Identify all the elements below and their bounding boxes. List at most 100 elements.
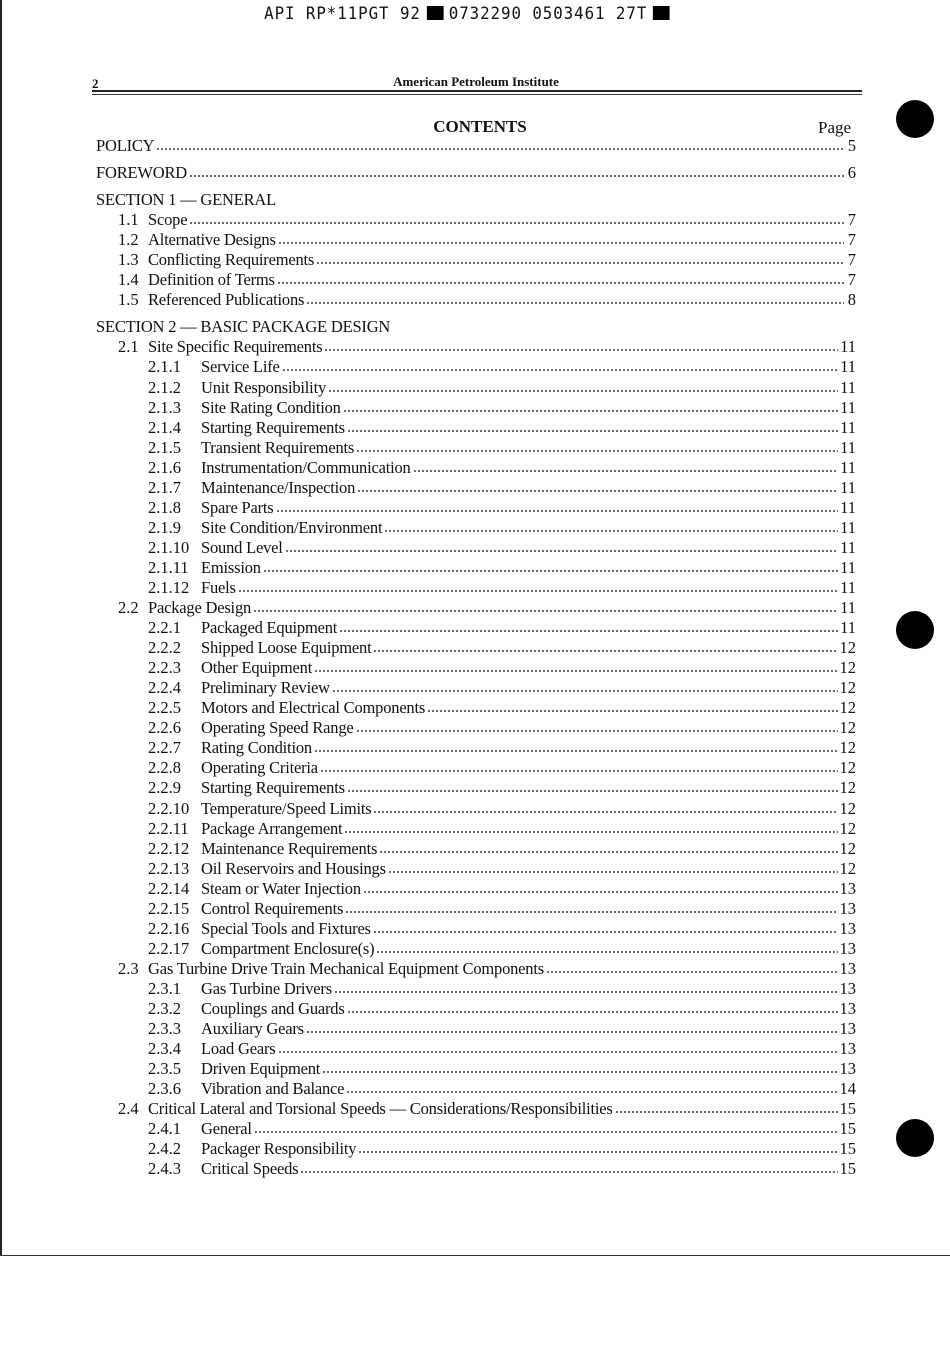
toc-entry[interactable]: 2.3.1 Gas Turbine Drivers 13 <box>96 979 856 999</box>
toc-entry[interactable]: 2.1.10 Sound Level 11 <box>96 538 856 558</box>
toc-entry-label: Fuels <box>201 577 236 597</box>
toc-entry-number: 2.1.9 <box>148 517 181 537</box>
toc-entry[interactable]: 2.1.5 Transient Requirements 11 <box>96 438 856 458</box>
toc-entry[interactable]: 2.2.7 Rating Condition 12 <box>96 738 856 758</box>
toc-entry-page: 7 <box>847 270 856 290</box>
toc-entry[interactable]: 1.5 Referenced Publications 8 <box>96 290 856 310</box>
toc-entry[interactable]: 2.2.4 Preliminary Review 12 <box>96 678 856 698</box>
toc-entry-page: 13 <box>839 938 857 958</box>
toc-entry[interactable]: 2.4.1 General 15 <box>96 1119 856 1139</box>
toc-entry-label: SECTION 2 — BASIC PACKAGE DESIGN <box>96 317 391 337</box>
toc-entry[interactable]: SECTION 2 — BASIC PACKAGE DESIGN <box>96 317 856 337</box>
dot-leader <box>342 402 839 413</box>
toc-entry-number: 1.3 <box>118 250 139 270</box>
dot-leader <box>284 542 839 553</box>
toc-entry-page: 5 <box>847 136 856 155</box>
dot-leader <box>379 843 838 854</box>
punch-hole-mark <box>896 1119 934 1157</box>
toc-entry[interactable]: 2.1.7 Maintenance/Inspection 11 <box>96 478 856 498</box>
toc-entry[interactable]: POLICY 5 <box>96 136 856 156</box>
toc-entry-number: 2.1.7 <box>148 477 181 497</box>
toc-entry[interactable]: 2.1.12 Fuels 11 <box>96 578 856 598</box>
toc-entry[interactable]: 2.4.3 Critical Speeds 15 <box>96 1159 856 1179</box>
toc-entry[interactable]: 2.2.13 Oil Reservoirs and Housings 12 <box>96 859 856 879</box>
toc-entry-label: Critical Speeds <box>201 1159 299 1179</box>
dot-leader <box>281 362 839 373</box>
toc-entry[interactable]: 2.2.12 Maintenance Requirements 12 <box>96 839 856 859</box>
dot-leader <box>328 382 839 393</box>
toc-entry[interactable]: 2.1.9 Site Condition/Environment 11 <box>96 518 856 538</box>
toc-entry-page: 11 <box>840 397 856 417</box>
toc-entry[interactable]: 2.4 Critical Lateral and Torsional Speeds… <box>96 1099 856 1119</box>
header-rule-thin <box>92 94 862 95</box>
toc-entry[interactable]: 2.1.3 Site Rating Condition 11 <box>96 398 856 418</box>
toc-entry[interactable]: 2.2.9 Starting Requirements 12 <box>96 778 856 798</box>
toc-entry-label: Shipped Loose Equipment <box>201 638 372 658</box>
page-column-heading: Page <box>818 118 852 137</box>
toc-entry-number: 2.2.16 <box>148 918 190 938</box>
toc-entry[interactable]: FOREWORD 6 <box>96 163 856 183</box>
dot-leader <box>253 603 839 614</box>
toc-entry-number: 2.1.2 <box>148 377 181 397</box>
toc-entry[interactable]: 1.4 Definition of Terms 7 <box>96 270 856 290</box>
toc-entry-number: 2.2.11 <box>148 818 189 838</box>
toc-entry-label: Site Specific Requirements <box>148 337 323 357</box>
toc-entry[interactable]: 2.3.4 Load Gears 13 <box>96 1039 856 1059</box>
toc-entry[interactable]: 2.2.15 Control Requirements 13 <box>96 899 856 919</box>
toc-entry-label: Special Tools and Fixtures <box>201 918 371 938</box>
toc-entry[interactable]: 2.3.2 Couplings and Guards 13 <box>96 999 856 1019</box>
toc-entry[interactable]: 2.2.2 Shipped Loose Equipment 12 <box>96 638 856 658</box>
toc-entry[interactable]: 2.2.5 Motors and Electrical Components 12 <box>96 698 856 718</box>
toc-entry[interactable]: 2.1 Site Specific Requirements 11 <box>96 337 856 357</box>
toc-entry[interactable]: 2.2.8 Operating Criteria 12 <box>96 758 856 778</box>
toc-entry[interactable]: 2.1.8 Spare Parts 11 <box>96 498 856 518</box>
toc-entry[interactable]: 2.2.17 Compartment Enclosure(s) 13 <box>96 939 856 959</box>
toc-entry[interactable]: 2.1.11 Emission 11 <box>96 558 856 578</box>
toc-entry-label: Critical Lateral and Torsional Speeds — … <box>148 1099 613 1119</box>
dot-leader <box>331 683 838 694</box>
dot-leader <box>387 863 838 874</box>
toc-entry[interactable]: 2.3.6 Vibration and Balance 14 <box>96 1079 856 1099</box>
document-stamp: API RP*11PGT 92 0732290 0503461 27T <box>0 4 939 24</box>
dot-leader <box>357 482 839 493</box>
toc-entry[interactable]: 1.3 Conflicting Requirements 7 <box>96 250 856 270</box>
toc-entry-page: 15 <box>839 1099 857 1119</box>
toc-entry-page: 15 <box>839 1119 857 1139</box>
toc-entry[interactable]: 1.2 Alternative Designs 7 <box>96 230 856 250</box>
toc-entry[interactable]: 2.2.1 Packaged Equipment 11 <box>96 618 856 638</box>
toc-entry-number: 1.4 <box>118 270 139 290</box>
toc-entry[interactable]: 2.2.11 Package Arrangement 12 <box>96 819 856 839</box>
toc-entry[interactable]: 2.3.5 Driven Equipment 13 <box>96 1059 856 1079</box>
toc-entry[interactable]: 2.1.1 Service Life 11 <box>96 357 856 377</box>
toc-entry[interactable]: 2.1.6 Instrumentation/Communication 11 <box>96 458 856 478</box>
toc-entry[interactable]: 2.2.10 Temperature/Speed Limits 12 <box>96 799 856 819</box>
toc-entry[interactable]: 2.2 Package Design 11 <box>96 598 856 618</box>
toc-entry[interactable]: 2.2.3 Other Equipment 12 <box>96 658 856 678</box>
toc-entry[interactable]: 2.1.4 Starting Requirements 11 <box>96 418 856 438</box>
dot-leader <box>156 141 844 151</box>
toc-entry-label: SECTION 1 — GENERAL <box>96 190 276 210</box>
toc-entry-label: Packaged Equipment <box>201 618 338 638</box>
toc-entry-label: Scope <box>148 210 188 230</box>
toc-entry-page: 11 <box>840 417 856 437</box>
toc-entry[interactable]: 2.2.14 Steam or Water Injection 13 <box>96 879 856 899</box>
toc-entry[interactable]: 2.3 Gas Turbine Drive Train Mechanical Eq… <box>96 959 856 979</box>
dot-leader <box>314 663 838 674</box>
toc-entry-label: Sound Level <box>201 537 283 557</box>
dot-leader <box>319 763 838 774</box>
toc-entry-number: 2.3.6 <box>148 1079 181 1099</box>
toc-entry-label: Gas Turbine Drive Train Mechanical Equip… <box>148 958 544 978</box>
toc-entry[interactable]: 2.2.6 Operating Speed Range 12 <box>96 718 856 738</box>
toc-entry-number: 2.2.13 <box>148 858 190 878</box>
toc-entry[interactable]: 2.1.2 Unit Responsibility 11 <box>96 378 856 398</box>
toc-entry[interactable]: SECTION 1 — GENERAL <box>96 190 856 210</box>
dot-leader <box>345 903 838 914</box>
toc-entry[interactable]: 2.4.2 Packager Responsibility 15 <box>96 1139 856 1159</box>
toc-entry-page: 11 <box>840 557 856 577</box>
toc-entry-number: 2.2.6 <box>148 718 181 738</box>
toc-entry[interactable]: 2.2.16 Special Tools and Fixtures 13 <box>96 919 856 939</box>
toc-entry-label: Service Life <box>201 357 280 377</box>
toc-entry[interactable]: 2.3.3 Auxiliary Gears 13 <box>96 1019 856 1039</box>
toc-entry-label: Other Equipment <box>201 658 313 678</box>
toc-entry[interactable]: 1.1 Scope 7 <box>96 210 856 230</box>
